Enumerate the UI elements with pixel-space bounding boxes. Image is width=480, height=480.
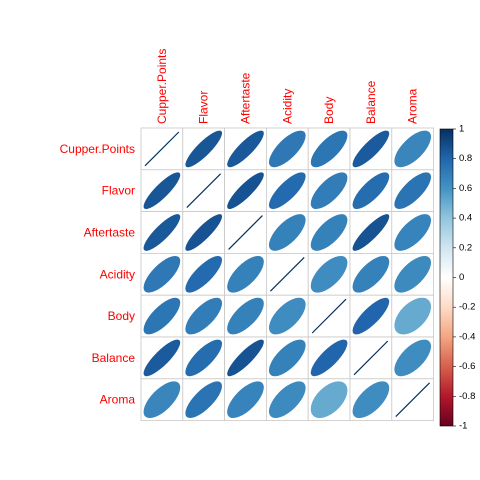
correlation-ellipse-mark [352, 297, 390, 335]
row-label: Aftertaste [84, 226, 136, 240]
correlation-ellipse-mark [185, 381, 223, 419]
column-label: Balance [364, 80, 378, 124]
correlation-ellipse-mark [310, 255, 348, 293]
color-legend-tick-label: -0.6 [459, 361, 475, 372]
correlation-ellipse-mark [268, 381, 306, 419]
row-label: Aroma [100, 393, 136, 407]
correlation-ellipse-mark [268, 214, 306, 251]
correlation-ellipse-mark [268, 339, 306, 377]
column-label: Body [322, 97, 336, 124]
diagonal-line-mark [395, 382, 431, 418]
column-label: Aroma [406, 88, 420, 124]
color-legend-tick-label: 1 [459, 124, 464, 135]
correlation-ellipse-mark [185, 339, 223, 377]
correlation-ellipse-mark [268, 172, 306, 210]
correlation-ellipse-mark [394, 172, 432, 210]
row-label: Cupper.Points [60, 142, 135, 156]
diagonal-line-mark [311, 298, 347, 334]
correlation-ellipse-mark [227, 381, 264, 419]
correlation-ellipse-mark [185, 130, 223, 168]
row-label: Body [108, 309, 135, 323]
correlation-ellipse-mark [352, 130, 390, 168]
diagonal-line-mark [353, 340, 389, 376]
color-legend-tick-label: -0.8 [459, 391, 475, 402]
diagonal-line-mark [186, 173, 222, 209]
correlation-ellipse-mark [310, 214, 348, 251]
correlation-ellipse-mark [310, 339, 348, 377]
diagonal-line-mark [144, 131, 180, 167]
color-legend-tick-label: 0.6 [459, 183, 472, 194]
color-legend-tick-label: 0 [459, 272, 464, 283]
correlation-ellipse-mark [185, 255, 223, 293]
correlation-ellipse-mark [185, 297, 223, 335]
correlation-ellipse-mark [227, 339, 264, 377]
correlation-ellipse-mark [143, 339, 181, 377]
correlation-ellipse-mark [143, 255, 181, 293]
correlation-ellipse-mark [394, 255, 432, 293]
row-label: Acidity [100, 267, 135, 281]
matrix-cells [140, 127, 434, 421]
color-legend-tick-label: -0.4 [459, 331, 475, 342]
correlation-ellipse-mark [185, 214, 223, 251]
correlation-ellipse-mark [268, 297, 306, 335]
correlation-ellipse-mark [352, 214, 390, 251]
row-labels: Cupper.Points Flavor Aftertaste Acidity Body… [60, 142, 136, 407]
correlation-ellipse-mark [227, 255, 264, 293]
color-legend-tick-label: 0.8 [459, 153, 472, 164]
correlation-ellipse-mark [394, 214, 432, 251]
correlation-ellipse-mark [227, 172, 264, 210]
color-legend-tick-label: -1 [459, 421, 467, 432]
column-labels: Cupper.Points Flavor Aftertaste Acidity Body… [155, 49, 420, 124]
correlation-ellipse-mark [394, 297, 432, 335]
correlation-ellipse-mark [310, 172, 348, 210]
row-label: Flavor [102, 184, 135, 198]
color-legend: 1 0.8 0.6 0.4 0.2 0 -0.2 -0.4 -0.6 -0.8 -1 [439, 124, 475, 432]
correlation-ellipse-mark [143, 214, 181, 251]
color-legend-tick-label: 0.4 [459, 213, 472, 224]
correlation-ellipse-mark [394, 339, 432, 377]
color-legend-tick-label: -0.2 [459, 302, 475, 313]
diagonal-line-mark [228, 215, 263, 250]
color-legend-bar [439, 128, 454, 427]
correlation-ellipse-mark [143, 172, 181, 210]
correlation-ellipse-mark [310, 130, 348, 168]
correlation-ellipse-mark [310, 381, 348, 419]
correlation-ellipse-mark [352, 255, 390, 293]
correlation-ellipse-mark [227, 130, 264, 168]
correlation-ellipse-mark [352, 172, 390, 210]
color-legend-tick-label: 0.2 [459, 242, 472, 253]
column-label: Flavor [197, 91, 211, 124]
row-label: Balance [92, 351, 136, 365]
column-label: Aftertaste [239, 72, 253, 124]
correlation-ellipse-mark [143, 381, 181, 419]
diagonal-line-mark [269, 256, 305, 292]
correlation-ellipse-mark [394, 130, 432, 168]
column-label: Acidity [280, 89, 294, 124]
correlation-ellipse-mark [227, 297, 264, 335]
correlation-ellipse-mark [143, 297, 181, 335]
correlation-ellipse-mark [268, 130, 306, 168]
column-label: Cupper.Points [155, 49, 169, 124]
correlation-ellipse-mark [352, 381, 390, 419]
